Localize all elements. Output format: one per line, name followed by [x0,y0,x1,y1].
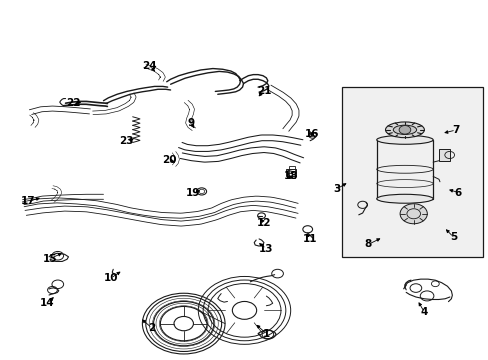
Text: 5: 5 [449,232,456,242]
Text: 17: 17 [21,197,35,206]
Text: 1: 1 [262,329,269,339]
Text: 9: 9 [187,118,194,128]
Text: 6: 6 [454,188,461,198]
Circle shape [398,126,410,134]
Text: 4: 4 [420,307,427,317]
Ellipse shape [376,194,432,203]
Text: 12: 12 [256,218,271,228]
Text: 20: 20 [162,156,176,165]
Text: 11: 11 [302,234,317,244]
Text: 22: 22 [66,98,81,108]
Text: 8: 8 [364,239,371,249]
Ellipse shape [376,135,432,144]
Text: 24: 24 [142,61,157,71]
Bar [438,149,449,161]
Ellipse shape [385,122,424,138]
Text: 19: 19 [186,188,200,198]
Text: 15: 15 [42,253,57,264]
Text: 23: 23 [120,136,134,146]
Text: 2: 2 [148,323,155,333]
Circle shape [399,204,427,224]
Text: 7: 7 [451,125,459,135]
Bar [288,166,294,178]
Text: 10: 10 [103,273,118,283]
Ellipse shape [392,125,416,134]
Text: 16: 16 [304,129,318,139]
Bar [341,87,482,257]
Bar [285,168,295,176]
Text: 21: 21 [256,86,271,96]
Text: 3: 3 [333,184,340,194]
Text: 18: 18 [283,171,297,181]
Text: 13: 13 [259,244,273,253]
Text: 14: 14 [40,298,55,308]
